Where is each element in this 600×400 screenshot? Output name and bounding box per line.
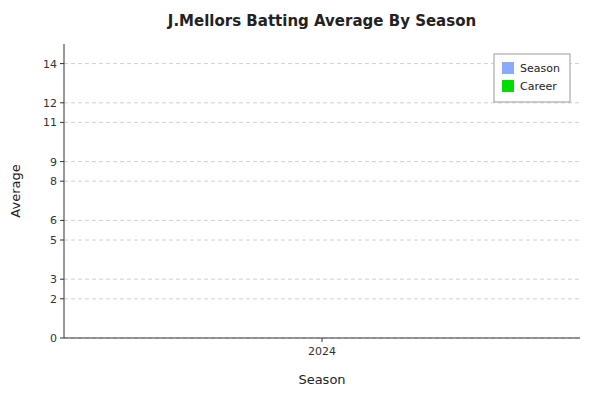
y-tick-label: 8 bbox=[50, 175, 57, 188]
chart: 0 2 3 5 6 8 9 11 12 14 2024 J.Mellors Batting Avera… bbox=[0, 0, 600, 400]
chart-container: 0 2 3 5 6 8 9 11 12 14 2024 J.Mellors Batting Avera… bbox=[0, 0, 600, 400]
grid bbox=[64, 64, 580, 338]
y-axis-label: Average bbox=[8, 164, 23, 217]
grid-line bbox=[64, 240, 580, 241]
y-tick-label: 9 bbox=[50, 156, 57, 169]
y-tick-label: 2 bbox=[50, 293, 57, 306]
grid-line bbox=[64, 220, 580, 221]
title: J.Mellors Batting Average By Season bbox=[167, 12, 476, 30]
y-tick-label: 5 bbox=[50, 234, 57, 247]
legend-swatch bbox=[502, 80, 514, 92]
x-tick-label: 2024 bbox=[308, 345, 336, 358]
y-tick bbox=[60, 63, 64, 64]
y-tick-label: 6 bbox=[50, 214, 57, 227]
y-axis-line bbox=[64, 44, 65, 338]
y-tick bbox=[60, 279, 64, 280]
y-tick bbox=[60, 298, 64, 299]
grid-line bbox=[64, 122, 580, 123]
y-tick bbox=[60, 122, 64, 123]
legend: Season Career bbox=[494, 54, 570, 102]
grid-line bbox=[64, 181, 580, 182]
grid-line bbox=[64, 298, 580, 299]
x-axis-label: Season bbox=[298, 372, 345, 387]
y-tick-label: 14 bbox=[43, 58, 57, 71]
y-tick-label: 0 bbox=[50, 332, 57, 345]
y-tick bbox=[60, 161, 64, 162]
legend-box bbox=[494, 54, 570, 102]
background bbox=[0, 0, 600, 400]
y-tick bbox=[60, 220, 64, 221]
y-tick-label: 12 bbox=[43, 97, 57, 110]
legend-swatch bbox=[502, 62, 514, 74]
grid-line bbox=[64, 279, 580, 280]
axes: 0 2 3 5 6 8 9 11 12 14 2024 bbox=[43, 44, 580, 358]
y-tick bbox=[60, 181, 64, 182]
y-tick-label: 3 bbox=[50, 273, 57, 286]
y-tick bbox=[60, 102, 64, 103]
grid-line bbox=[64, 161, 580, 162]
y-tick bbox=[60, 338, 64, 339]
y-tick bbox=[60, 240, 64, 241]
legend-label: Season bbox=[520, 62, 560, 75]
legend-label: Career bbox=[520, 80, 557, 93]
y-tick-label: 11 bbox=[43, 116, 57, 129]
x-tick bbox=[322, 338, 323, 342]
